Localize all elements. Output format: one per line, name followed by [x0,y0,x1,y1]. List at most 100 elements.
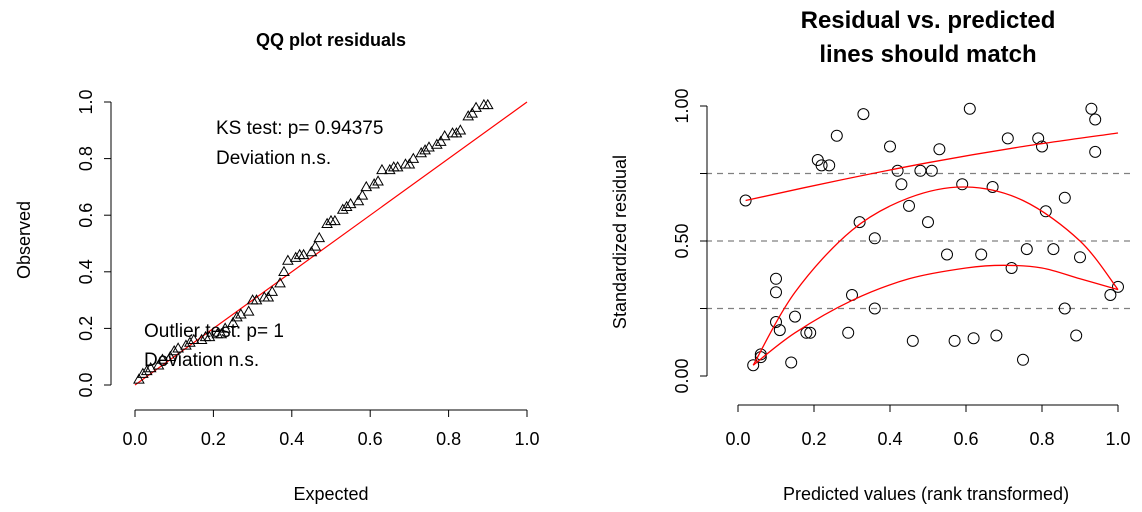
residual-point [1058,302,1071,315]
residual-x-tick-label: 0.0 [725,429,750,449]
qq-point [336,203,349,214]
qq-point [282,254,294,265]
residual-x-tick-label: 0.4 [877,429,902,449]
qq-point [403,158,416,169]
qq-point [219,322,232,333]
outlier-test-label: Outlier test: p= 1 [144,321,284,342]
qq-points [133,98,494,384]
qq-point [423,141,435,152]
qq-point [278,265,290,277]
qq-point [168,345,181,356]
residual-point [1089,145,1102,158]
residual-point [990,329,1003,342]
residual-point [963,102,976,115]
qq-point [407,152,420,163]
residual-point [906,334,919,347]
ks-deviation-label: Deviation n.s. [216,148,331,169]
residual-point [1039,205,1052,218]
qq-point [376,163,388,175]
residual-plot: Residual vs. predicted lines should matc… [610,7,1132,504]
qq-point [242,305,255,316]
qq-point [234,308,247,319]
qq-reference-line-segment [134,101,528,386]
residual-point [1058,191,1071,204]
qq-point [470,101,482,112]
residual-x-axis-label: Predicted values (rank transformed) [783,484,1069,504]
qq-plot-title: QQ plot residuals [256,30,406,50]
residual-point [1104,289,1117,301]
residual-x-tick-label: 0.6 [953,429,978,449]
residual-x-tick-label: 0.8 [1029,429,1054,449]
residual-point [868,302,881,315]
residual-x-tick-label: 1.0 [1105,429,1130,449]
qq-point [140,364,153,376]
residual-point [1070,329,1083,342]
residual-point [884,140,896,153]
residual-point [857,108,870,121]
residual-point [770,286,782,299]
qq-y-tick-label: 0.4 [76,259,96,284]
residual-y-tick-label: 1.00 [672,88,692,123]
residual-point [823,159,836,172]
qq-point [383,163,396,175]
qq-point [340,200,353,211]
residual-point [789,310,801,323]
residual-point [895,178,908,191]
qq-point [172,342,184,353]
qq-y-tick-label: 1.0 [76,89,96,114]
qq-point [227,316,239,327]
qq-point [203,330,216,342]
qq-reference-line [134,101,528,386]
qq-x-tick-label: 1.0 [514,429,539,449]
residual-point [853,216,866,229]
residual-point [967,332,980,345]
residual-point [815,159,828,172]
quantile-curve-q0.5 [752,186,1119,366]
qq-point [450,127,463,138]
qq-point [360,180,373,192]
residual-point [1112,280,1124,293]
qq-point [329,214,341,226]
residual-point [1047,243,1060,256]
qq-point [391,161,404,172]
residual-x-tick-label: 0.2 [801,429,826,449]
residual-point [891,164,904,177]
qq-x-tick-label: 0.4 [279,429,304,449]
residual-point [868,232,881,245]
residual-point [804,326,817,339]
qq-point [430,138,443,149]
residual-point [1017,353,1029,366]
qq-point [215,328,228,339]
qq-point [156,353,169,364]
qq-point [454,124,467,135]
residual-point [933,143,946,156]
qq-point [305,245,318,257]
residual-point [1036,140,1048,153]
residual-point [1001,132,1014,145]
qq-point [415,146,428,158]
qq-point [195,333,208,344]
residual-y-tick-label: 0.50 [672,223,692,258]
qq-point [274,277,286,288]
residual-point [903,199,915,212]
residual-points [739,102,1124,372]
qq-point [419,144,431,155]
qq-x-axis-label: Expected [293,484,368,504]
qq-point [297,248,310,260]
residual-point [975,248,988,261]
residual-point [770,272,782,285]
qq-point [434,135,447,146]
qq-x-tick-label: 0.0 [122,429,147,449]
qq-point [250,294,263,305]
qq-point [289,251,302,262]
residual-y-tick-label: 0.00 [672,358,692,393]
qq-plot: QQ plot residuals 0.0 0.2 0.4 0.6 0.8 1.00.00… [14,30,540,504]
qq-point [133,373,145,384]
qq-y-axis-label: Observed [14,201,34,279]
residual-point [941,248,953,261]
qq-point [313,231,326,243]
outlier-deviation-label: Deviation n.s. [144,350,259,371]
residual-point [1074,251,1086,264]
residual-point [1020,243,1033,256]
residual-point [842,326,855,339]
